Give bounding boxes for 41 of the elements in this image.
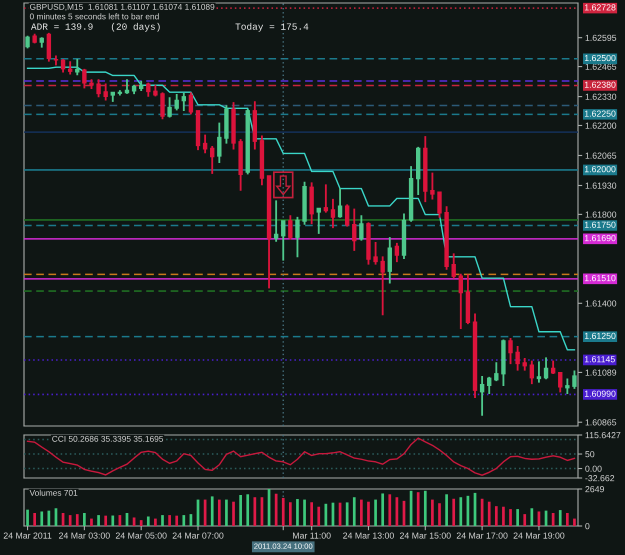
- y-tick-label: -32.662: [585, 475, 614, 482]
- y-tick-label: 1.61930: [586, 182, 616, 189]
- x-tick-label: 24 Mar 2011: [4, 532, 52, 539]
- y-tick-label: 1.62330: [586, 94, 616, 100]
- chart-title: GBPUSD,M15 1.61081 1.61107 1.61074 1.61089: [30, 4, 214, 11]
- x-tick-label: 24 Mar 19:00: [514, 532, 564, 539]
- y-tick-label: 115.6427: [586, 432, 620, 438]
- annotation: Today = 175.4: [235, 22, 308, 32]
- ref-line-label: 1.61250: [584, 332, 616, 339]
- y-tick-label: 1.62065: [586, 152, 616, 159]
- x-tick-label: Mar 11:00: [293, 532, 331, 539]
- ref-line-label: 1.60990: [584, 390, 616, 397]
- x-tick-label: 24 Mar 03:00: [59, 532, 110, 539]
- y-tick-label: 50: [585, 451, 594, 458]
- ref-line-label: 1.62728: [584, 4, 616, 10]
- ref-line-label: 1.62500: [584, 54, 616, 62]
- ref-line-label: 1.62380: [584, 82, 616, 88]
- y-tick-label: 1.62200: [586, 122, 616, 129]
- text: 0 minutes 5 seconds left to bar end: [30, 13, 159, 20]
- ref-line-label: 1.62000: [584, 166, 616, 172]
- annotation: ADR = 139.9 (20 days): [30, 22, 160, 32]
- x-tick-label: 24 Mar 07:00: [172, 532, 224, 539]
- y-tick-label: 1.61089: [586, 369, 616, 376]
- ref-line-label: 1.61510: [584, 275, 616, 282]
- y-tick-label: 0.00: [585, 466, 602, 472]
- ref-line-label: 1.62250: [584, 110, 616, 117]
- y-tick-label: 2649: [585, 486, 604, 492]
- y-tick-label: 1.61400: [586, 300, 616, 307]
- x-tick-label: 24 Mar 17:00: [456, 532, 508, 539]
- ref-line-label: 1.61750: [584, 222, 616, 228]
- x-tick-label: 24 Mar 05:00: [116, 532, 167, 539]
- ref-line-label: 1.61145: [584, 356, 615, 362]
- x-tick-label: 24 Mar 13:00: [343, 532, 394, 539]
- y-tick-label: 1.61800: [586, 211, 616, 218]
- chart-title: CCI 50.2686 35.3395 35.1695: [52, 436, 164, 442]
- chart-title: Volumes 701: [30, 490, 78, 496]
- y-tick-label: 1.62595: [586, 34, 616, 41]
- y-tick-label: 1.60865: [586, 419, 616, 426]
- ref-line-label: 1.61690: [584, 234, 616, 242]
- y-tick-label: 0: [585, 523, 590, 530]
- x-tick-label: 24 Mar 15:00: [400, 532, 451, 539]
